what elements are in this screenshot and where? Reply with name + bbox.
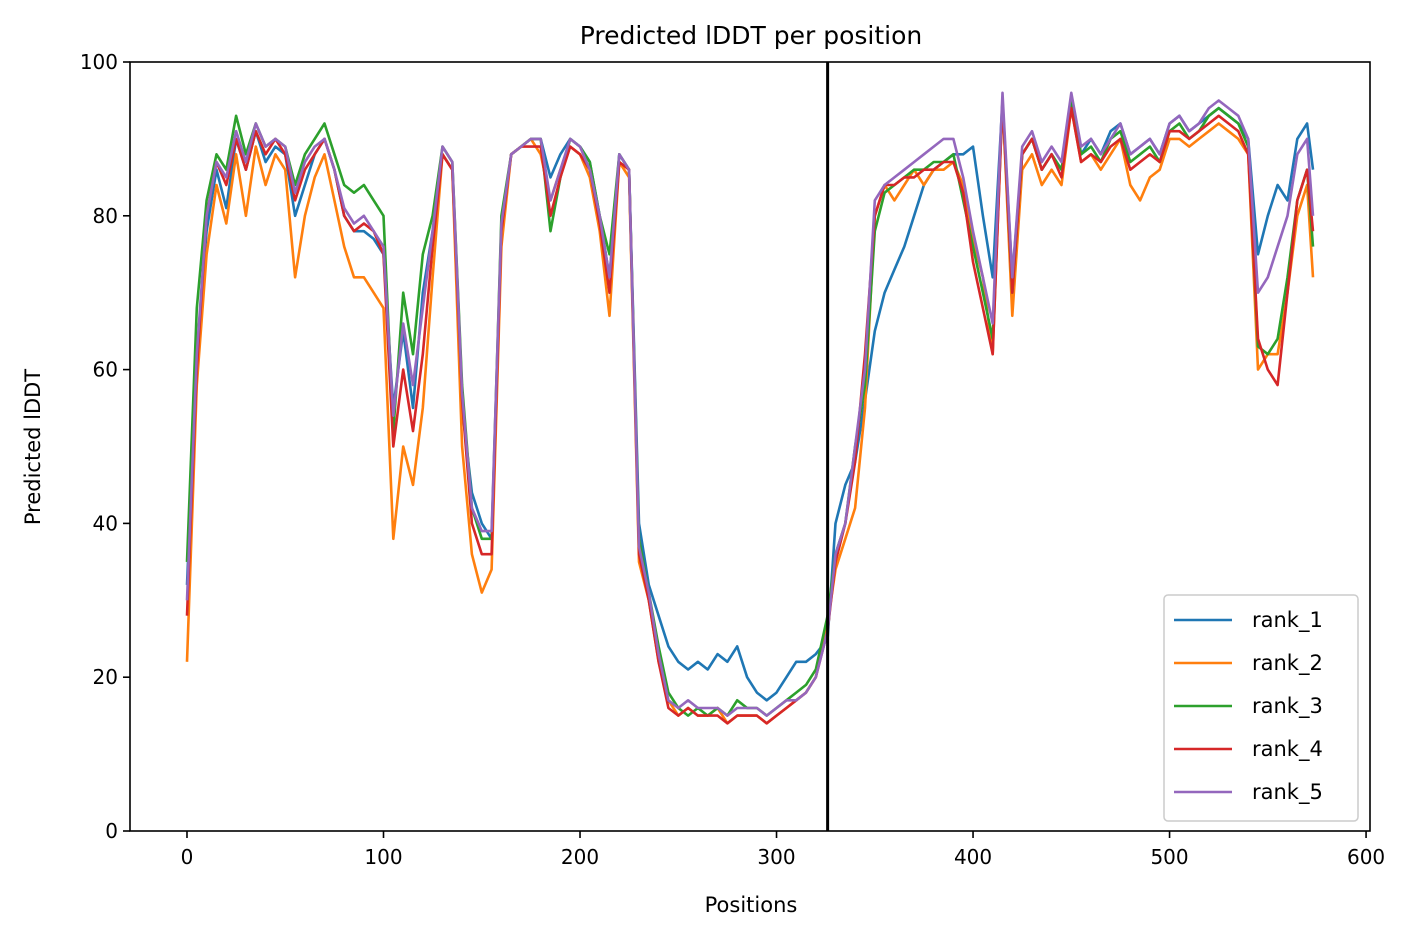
series-line-rank_5	[185, 91, 1315, 717]
series-layer	[185, 91, 1315, 725]
y-tick-label: 100	[80, 50, 118, 74]
y-tick-label: 60	[93, 358, 118, 382]
plot-frame	[129, 61, 1371, 832]
y-tick-label: 40	[93, 511, 118, 535]
legend-label-rank_2: rank_2	[1252, 651, 1323, 676]
x-tick-label: 600	[1347, 845, 1385, 869]
legend: rank_1 rank_2 rank_3 rank_4 rank_5	[1163, 594, 1359, 822]
x-axis-label: Positions	[705, 893, 798, 917]
legend-label-rank_5: rank_5	[1252, 780, 1323, 805]
y-axis-label: Predicted lDDT	[21, 369, 45, 525]
chart-title: Predicted lDDT per position	[580, 21, 922, 50]
legend-label-rank_4: rank_4	[1252, 737, 1323, 762]
x-tick-label: 400	[954, 845, 992, 869]
x-tick-label: 0	[181, 845, 194, 869]
x-axis-ticks: 0 100 200 300 400 500 600	[181, 831, 1385, 869]
x-tick-label: 200	[561, 845, 599, 869]
y-tick-label: 20	[93, 665, 118, 689]
legend-box	[1163, 594, 1359, 822]
legend-label-rank_3: rank_3	[1252, 694, 1323, 719]
y-tick-label: 80	[93, 204, 118, 228]
x-tick-label: 100	[364, 845, 402, 869]
x-tick-label: 500	[1150, 845, 1188, 869]
y-axis-ticks: 0 20 40 60 80 100	[80, 50, 130, 843]
x-tick-label: 300	[757, 845, 795, 869]
legend-label-rank_1: rank_1	[1252, 608, 1323, 633]
y-tick-label: 0	[105, 819, 118, 843]
